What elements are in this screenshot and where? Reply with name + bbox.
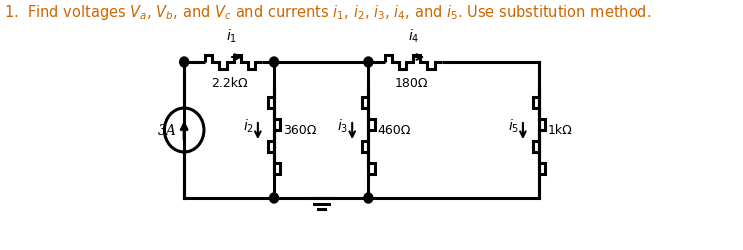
Text: 3A: 3A — [158, 124, 177, 138]
Text: 180Ω: 180Ω — [395, 77, 428, 90]
Circle shape — [270, 58, 279, 68]
Text: $i_4$: $i_4$ — [408, 28, 420, 45]
Text: $i_1$: $i_1$ — [227, 28, 237, 45]
Text: 460Ω: 460Ω — [377, 124, 411, 137]
Circle shape — [364, 58, 373, 68]
Text: 1kΩ: 1kΩ — [548, 124, 573, 137]
Text: $i_3$: $i_3$ — [337, 117, 348, 134]
Text: $i_2$: $i_2$ — [243, 117, 254, 134]
Text: 360Ω: 360Ω — [283, 124, 317, 137]
Text: $i_5$: $i_5$ — [508, 117, 519, 134]
Text: 1.  Find voltages $V_a$, $V_b$, and $V_c$ and currents $i_1$, $i_2$, $i_3$, $i_4: 1. Find voltages $V_a$, $V_b$, and $V_c$… — [4, 3, 652, 22]
Circle shape — [364, 193, 373, 203]
Circle shape — [270, 193, 279, 203]
Text: 2.2kΩ: 2.2kΩ — [211, 77, 247, 90]
Circle shape — [180, 58, 189, 68]
